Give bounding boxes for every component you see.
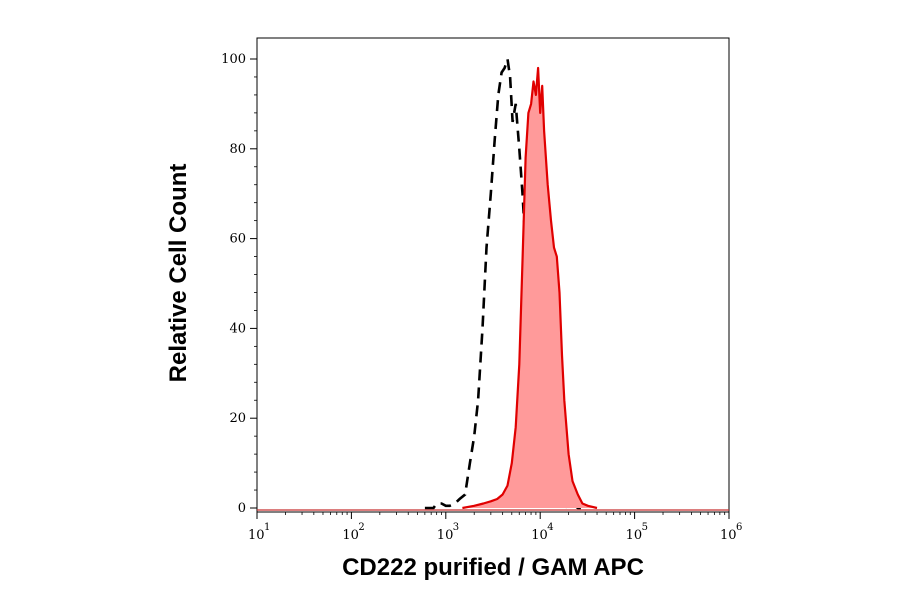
x-tick-base: 10	[248, 528, 265, 543]
y-tick-label: 0	[238, 501, 246, 516]
x-tick-exponent: 4	[547, 522, 553, 533]
x-tick-label: 102	[342, 522, 364, 543]
x-tick-base: 10	[437, 528, 454, 543]
x-tick-base: 10	[720, 528, 737, 543]
x-axis-title: CD222 purified / GAM APC	[342, 554, 644, 581]
series-1-line	[462, 66, 598, 510]
y-axis: 0 20 40 60 80 100	[221, 52, 257, 516]
y-tick-label: 60	[229, 232, 246, 247]
x-tick-label: 106	[720, 522, 742, 543]
x-tick-label: 104	[531, 522, 553, 543]
x-tick-base: 10	[531, 528, 548, 543]
x-tick-exponent: 1	[264, 522, 270, 533]
series-layer	[257, 58, 729, 511]
x-tick-label: 105	[626, 522, 648, 543]
y-tick-label: 80	[229, 142, 246, 157]
x-tick-base: 10	[626, 528, 643, 543]
x-tick-exponent: 2	[358, 522, 364, 533]
x-tick-exponent: 6	[736, 522, 742, 533]
x-tick-label: 101	[248, 522, 270, 543]
y-tick-label: 40	[229, 321, 246, 336]
x-tick-base: 10	[342, 528, 359, 543]
y-tick-label: 100	[221, 52, 246, 67]
series-1-fill	[462, 68, 597, 508]
y-tick-label: 20	[229, 411, 246, 426]
y-axis-title: Relative Cell Count	[165, 164, 192, 383]
series-0-line	[424, 58, 586, 510]
x-tick-exponent: 5	[642, 522, 648, 533]
x-tick-label: 103	[437, 522, 459, 543]
plot-frame	[256, 37, 730, 513]
x-tick-exponent: 3	[453, 522, 459, 533]
